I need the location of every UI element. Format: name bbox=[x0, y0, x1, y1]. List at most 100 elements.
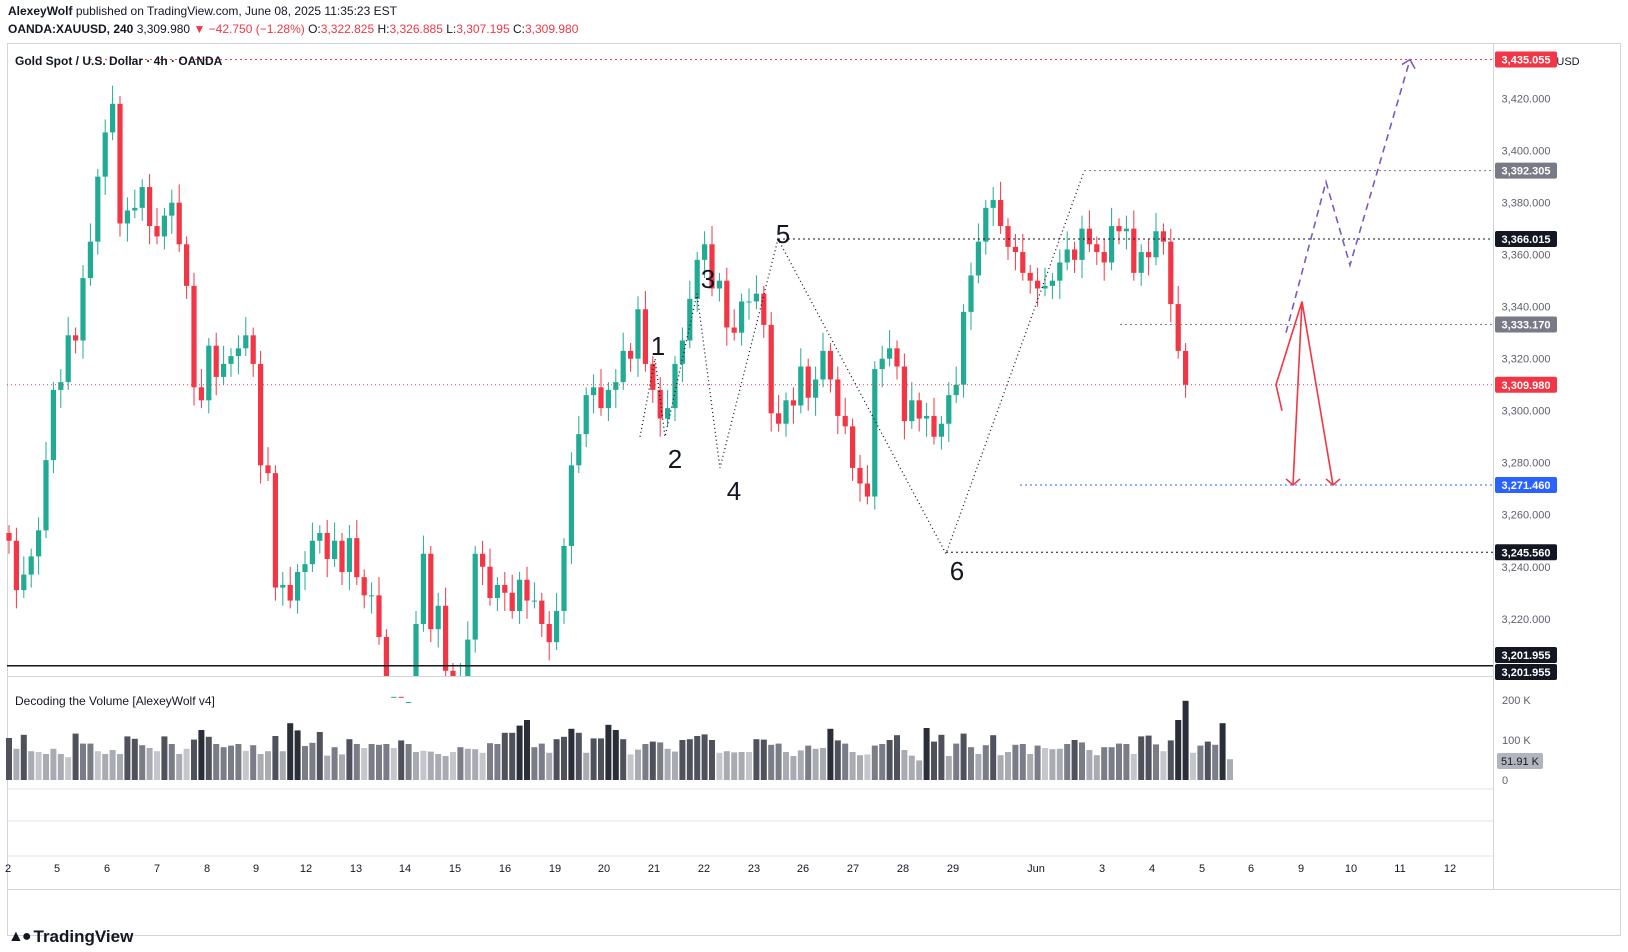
candle-body[interactable] bbox=[494, 584, 500, 598]
candle-body[interactable] bbox=[435, 605, 441, 630]
volume-bar[interactable] bbox=[235, 744, 242, 780]
publisher-name[interactable]: AlexeyWolf bbox=[8, 4, 73, 18]
candle-body[interactable] bbox=[1086, 228, 1092, 245]
candle-body[interactable] bbox=[968, 275, 974, 312]
projection-path[interactable] bbox=[1275, 301, 1303, 485]
volume-bar[interactable] bbox=[524, 720, 530, 780]
candle-body[interactable] bbox=[102, 132, 108, 177]
volume-bar[interactable] bbox=[279, 751, 286, 780]
candle-body[interactable] bbox=[761, 293, 767, 325]
volume-bar[interactable] bbox=[1056, 748, 1063, 780]
candle-body[interactable] bbox=[1035, 280, 1041, 289]
candle-body[interactable] bbox=[309, 540, 315, 565]
volume-bar[interactable] bbox=[1153, 744, 1159, 780]
price-level-badge[interactable] bbox=[1495, 231, 1557, 248]
volume-bar[interactable] bbox=[346, 739, 353, 780]
candle-body[interactable] bbox=[561, 545, 567, 611]
candle-body[interactable] bbox=[58, 382, 64, 390]
volume-bar[interactable] bbox=[834, 740, 841, 780]
candle-body[interactable] bbox=[998, 200, 1004, 227]
candle-body[interactable] bbox=[1160, 231, 1166, 242]
candle-body[interactable] bbox=[383, 636, 389, 676]
candle-body[interactable] bbox=[628, 350, 634, 359]
volume-bar[interactable] bbox=[598, 738, 604, 780]
candle-body[interactable] bbox=[975, 241, 981, 276]
volume-bar[interactable] bbox=[760, 739, 767, 780]
volume-bar[interactable] bbox=[864, 754, 871, 780]
volume-bar[interactable] bbox=[1108, 747, 1115, 780]
candle-body[interactable] bbox=[716, 280, 722, 289]
candle-body[interactable] bbox=[931, 415, 937, 437]
candle-body[interactable] bbox=[287, 584, 293, 601]
volume-bar[interactable] bbox=[849, 752, 856, 780]
volume-bar[interactable] bbox=[464, 748, 471, 780]
candle-body[interactable] bbox=[916, 400, 922, 419]
candle-body[interactable] bbox=[50, 389, 56, 461]
candle-body[interactable] bbox=[946, 395, 952, 424]
price-level-badge[interactable] bbox=[1495, 162, 1557, 179]
candle-body[interactable] bbox=[820, 350, 826, 380]
volume-bar[interactable] bbox=[6, 738, 12, 780]
volume-bar[interactable] bbox=[1197, 745, 1204, 780]
candle-body[interactable] bbox=[872, 369, 878, 497]
volume-bar[interactable] bbox=[316, 732, 323, 780]
volume-bar[interactable] bbox=[605, 724, 612, 780]
volume-bar[interactable] bbox=[1182, 700, 1189, 780]
candle-body[interactable] bbox=[805, 366, 811, 398]
volume-bar[interactable] bbox=[494, 744, 501, 780]
candle-body[interactable] bbox=[243, 335, 249, 349]
volume-bar[interactable] bbox=[294, 730, 301, 780]
volume-bar[interactable] bbox=[657, 742, 664, 780]
candle-body[interactable] bbox=[990, 200, 996, 208]
candle-body[interactable] bbox=[657, 389, 663, 419]
candle-body[interactable] bbox=[398, 696, 404, 698]
volume-bar[interactable] bbox=[857, 755, 863, 780]
candle-body[interactable] bbox=[258, 363, 264, 466]
volume-bar[interactable] bbox=[1138, 736, 1145, 780]
volume-bar[interactable] bbox=[997, 755, 1004, 780]
volume-bar[interactable] bbox=[916, 760, 923, 780]
volume-bar[interactable] bbox=[1071, 740, 1078, 780]
candle-body[interactable] bbox=[110, 103, 116, 133]
candle-body[interactable] bbox=[702, 244, 708, 260]
volume-bar[interactable] bbox=[102, 754, 109, 780]
volume-bar[interactable] bbox=[790, 756, 797, 780]
candle-body[interactable] bbox=[509, 592, 515, 611]
volume-bar[interactable] bbox=[561, 736, 567, 780]
candle-body[interactable] bbox=[36, 530, 42, 557]
volume-bar[interactable] bbox=[746, 752, 752, 780]
volume-bar[interactable] bbox=[383, 744, 390, 780]
candle-body[interactable] bbox=[961, 311, 967, 385]
candle-body[interactable] bbox=[154, 226, 160, 237]
price-level-badge[interactable] bbox=[1495, 376, 1557, 393]
volume-bar[interactable] bbox=[531, 747, 538, 780]
candle-body[interactable] bbox=[332, 540, 338, 559]
candle-body[interactable] bbox=[213, 345, 219, 377]
candle-body[interactable] bbox=[776, 413, 782, 424]
volume-bar[interactable] bbox=[812, 748, 819, 780]
volume-bar[interactable] bbox=[87, 743, 94, 780]
candle-body[interactable] bbox=[295, 571, 301, 601]
candle-body[interactable] bbox=[406, 702, 412, 704]
volume-bar[interactable] bbox=[479, 752, 486, 780]
volume-bar[interactable] bbox=[220, 747, 227, 780]
candle-body[interactable] bbox=[420, 553, 426, 624]
volume-bar[interactable] bbox=[1130, 754, 1137, 780]
price-level-badge[interactable] bbox=[1495, 647, 1557, 663]
candle-body[interactable] bbox=[554, 610, 560, 643]
candle-body[interactable] bbox=[147, 187, 153, 227]
candle-body[interactable] bbox=[842, 415, 848, 427]
volume-bar[interactable] bbox=[205, 736, 212, 780]
volume-bar[interactable] bbox=[871, 745, 878, 780]
candle-body[interactable] bbox=[938, 423, 944, 437]
volume-bar[interactable] bbox=[908, 755, 915, 780]
candle-body[interactable] bbox=[879, 358, 885, 370]
volume-bar[interactable] bbox=[827, 728, 834, 780]
candle-body[interactable] bbox=[413, 623, 419, 676]
volume-bar[interactable] bbox=[612, 730, 619, 780]
volume-bar[interactable] bbox=[1079, 742, 1085, 780]
candle-body[interactable] bbox=[132, 207, 138, 211]
candle-body[interactable] bbox=[443, 605, 449, 671]
volume-bar[interactable] bbox=[146, 748, 153, 780]
volume-bar[interactable] bbox=[738, 752, 745, 780]
